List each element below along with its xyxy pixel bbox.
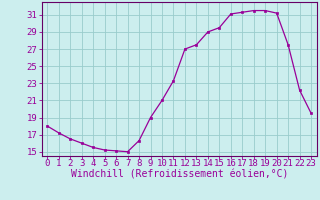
X-axis label: Windchill (Refroidissement éolien,°C): Windchill (Refroidissement éolien,°C) (70, 170, 288, 180)
